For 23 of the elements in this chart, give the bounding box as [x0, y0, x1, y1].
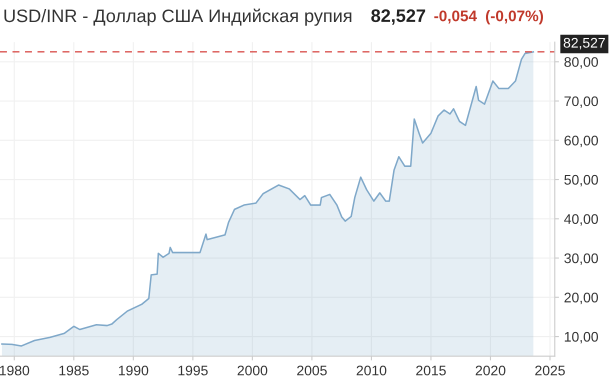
x-tick-label: 1995: [178, 366, 208, 376]
y-tick-label: 60,00: [564, 136, 598, 148]
y-tick-label: 70,00: [564, 96, 598, 108]
chart-title: USD/INR - Доллар США Индийская рупия: [4, 8, 352, 26]
x-tick-label: 2015: [416, 366, 446, 376]
ref-line-label: 82,527: [564, 38, 605, 50]
y-tick-label: 30,00: [564, 253, 598, 265]
y-tick-label: 40,00: [564, 214, 598, 226]
x-tick-label: 2025: [535, 366, 565, 376]
x-tick-label: 2005: [297, 366, 327, 376]
x-tick-label: 1985: [59, 366, 89, 376]
x-tick-label: 2000: [238, 366, 268, 376]
y-tick-label: 50,00: [564, 174, 598, 186]
text: (-0,07%): [486, 10, 544, 24]
y-tick-label: 10,00: [564, 332, 598, 344]
x-tick-label: 1980: [0, 366, 30, 376]
x-tick-label: 2010: [356, 366, 386, 376]
text: 82,527: [371, 9, 426, 25]
y-tick-label: 20,00: [564, 292, 598, 304]
y-tick-label: 80,00: [564, 57, 598, 69]
text: -0,054: [434, 10, 477, 24]
x-tick-label: 1990: [118, 366, 148, 376]
x-tick-label: 2020: [476, 366, 506, 376]
